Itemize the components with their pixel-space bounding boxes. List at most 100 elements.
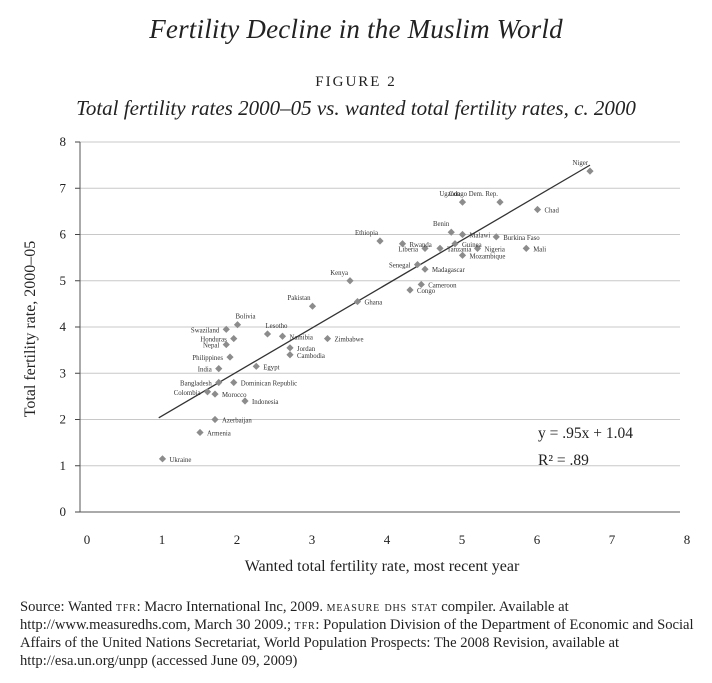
chart-subtitle: Total fertility rates 2000–05 vs. wanted… (76, 96, 636, 120)
y-tick-label: 0 (60, 504, 67, 519)
point-label: Zimbabwe (335, 337, 364, 344)
point-label: Bangladesh (180, 381, 212, 388)
data-point (473, 244, 482, 252)
x-tick-label: 2 (234, 532, 241, 547)
point-label: Malawi (470, 233, 491, 240)
data-point (346, 277, 354, 285)
data-point (421, 265, 429, 273)
data-point (413, 260, 422, 269)
data-point (252, 362, 260, 370)
trendline-layer (158, 164, 591, 419)
data-point (406, 286, 414, 294)
point-label: Swaziland (191, 327, 220, 334)
point-label: Pakistan (287, 295, 311, 302)
point-label: Burkina Faso (503, 235, 540, 242)
point-label: Azerbaijan (222, 418, 252, 425)
point-label: Jordan (297, 346, 316, 353)
data-point (323, 334, 332, 343)
point-label: Madagascar (432, 267, 466, 274)
data-point (496, 198, 504, 206)
data-point (458, 198, 467, 206)
data-point (533, 205, 542, 214)
data-point (158, 455, 167, 463)
data-point (215, 365, 223, 373)
data-point (203, 388, 212, 396)
grid-lines (80, 141, 680, 513)
point-labels: Niger Congo Dem. Rep.Uganda Chad Benin Malaw… (170, 160, 589, 464)
data-point (308, 302, 317, 310)
y-axis-label: Total fertility rate, 2000–05 (22, 241, 39, 418)
r-squared-label: R² = .89 (538, 452, 589, 469)
x-tick-label: 7 (609, 532, 616, 547)
point-label: Congo Dem. Rep. (449, 191, 498, 198)
point-label: Cambodia (297, 353, 325, 360)
data-point (211, 390, 219, 398)
point-label: Lesotho (266, 323, 288, 330)
point-label: Philippines (192, 355, 223, 362)
point-label: Guinea (462, 242, 482, 249)
y-tick-label: 2 (60, 412, 67, 427)
point-label: Nigeria (485, 246, 505, 253)
data-point (222, 325, 230, 333)
point-label: Mozambique (470, 253, 506, 260)
point-label: Mali (533, 246, 546, 253)
point-label: Egypt (263, 364, 279, 371)
point-label: Indonesia (252, 399, 278, 406)
point-label: Chad (545, 208, 560, 215)
x-tick-label: 0 (84, 532, 91, 547)
data-point (458, 251, 467, 259)
data-point (421, 244, 429, 252)
y-tick-label: 7 (60, 180, 67, 195)
point-label: Rwanda (410, 242, 432, 249)
data-point (222, 340, 230, 349)
data-point (447, 228, 455, 236)
data-point (233, 321, 242, 329)
data-point (492, 233, 500, 241)
source-note: Source: Wanted tfr: Macro International … (20, 599, 694, 669)
data-point (278, 332, 287, 340)
x-tick-label: 4 (384, 532, 391, 547)
data-point (436, 244, 444, 252)
x-tick-label: 6 (534, 532, 541, 547)
point-label: Cameroon (428, 282, 457, 289)
data-point (230, 378, 238, 387)
point-label: Armenia (207, 430, 231, 437)
point-label: Honduras (200, 337, 227, 344)
x-tick-label: 8 (684, 532, 691, 547)
point-label: Namibia (290, 334, 313, 341)
point-label: Ghana (365, 300, 383, 307)
data-point (230, 334, 238, 343)
data-point (286, 351, 294, 359)
point-label: Ethiopia (355, 230, 378, 237)
data-point (226, 353, 234, 361)
y-tick-label: 5 (60, 273, 67, 288)
point-label: Tanzania (447, 246, 471, 253)
data-point (458, 230, 467, 239)
y-tick-label: 3 (60, 365, 67, 380)
annotations: y = .95x + 1.04 R² = .89 (538, 425, 633, 469)
point-label: Dominican Republic (241, 381, 297, 388)
point-label: Ukraine (170, 457, 192, 464)
point-label: Bolivia (236, 314, 256, 321)
point-label: Liberia (398, 246, 418, 253)
point-label: Congo (417, 288, 436, 295)
point-label: Nepal (203, 343, 219, 350)
data-point (353, 297, 362, 306)
y-tick-label: 8 (60, 134, 67, 149)
point-label: Colombia (174, 390, 201, 397)
equation-label: y = .95x + 1.04 (538, 425, 633, 442)
data-point (451, 240, 459, 248)
point-label: Uganda (439, 191, 460, 198)
point-label: Benin (433, 221, 450, 228)
data-point (241, 397, 249, 405)
point-label: India (198, 367, 212, 374)
axes: 0 1 2 3 4 5 6 7 8 0 1 2 3 4 5 6 7 8 Wanted total fertility… (22, 134, 690, 575)
y-tick-label: 4 (60, 319, 67, 334)
data-point (286, 344, 294, 352)
data-point (196, 428, 204, 437)
y-tick-label: 6 (60, 227, 67, 242)
x-tick-label: 3 (309, 532, 316, 547)
scatter-chart: 0 1 2 3 4 5 6 7 8 0 1 2 3 4 5 6 7 8 Wanted total fertility… (22, 134, 690, 575)
data-point (398, 240, 407, 248)
data-point (211, 415, 219, 424)
